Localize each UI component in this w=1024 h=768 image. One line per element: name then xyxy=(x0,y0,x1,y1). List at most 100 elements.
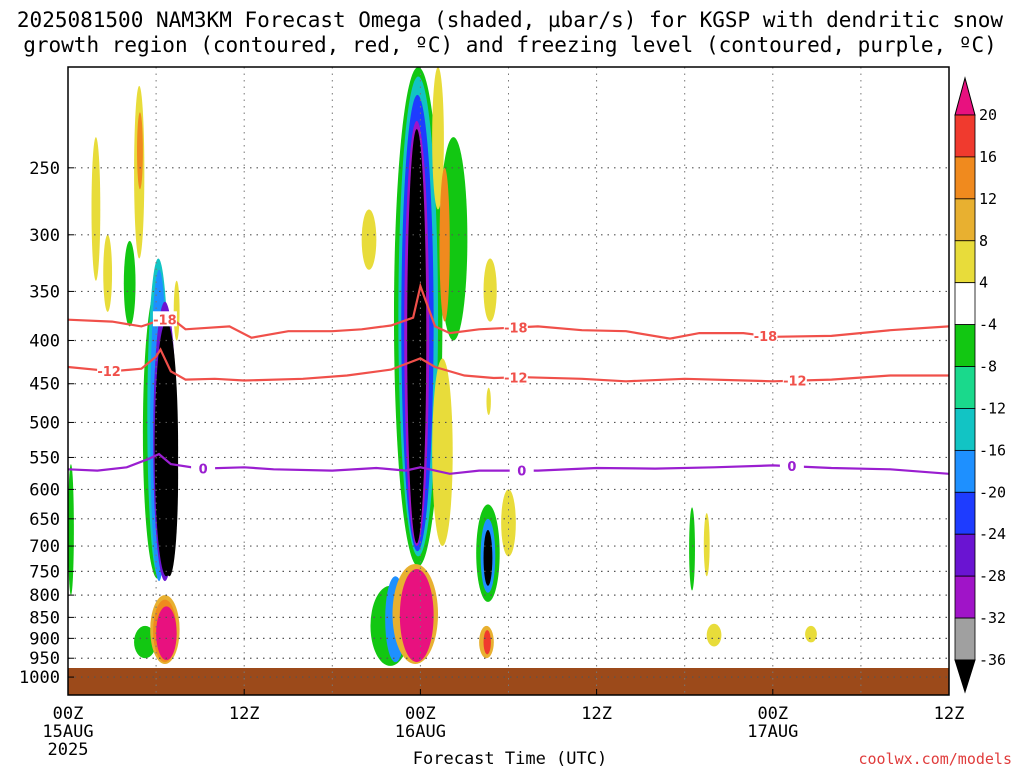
contour-label: 0 xyxy=(517,465,526,480)
omega-cell xyxy=(137,112,143,190)
colorbar-band xyxy=(954,533,976,577)
contour-label-bg xyxy=(152,311,177,327)
colorbar-tick-label: -32 xyxy=(979,609,1006,627)
omega-cell xyxy=(439,167,450,322)
colorbar-band xyxy=(954,240,976,284)
x-tick-label: 00Z xyxy=(53,704,84,724)
contour-label: 0 xyxy=(787,460,796,475)
omega-cell xyxy=(156,606,177,661)
colorbar-tick-label: -24 xyxy=(979,525,1006,543)
x-tick-label: 12Z xyxy=(934,704,965,724)
colorbar-tick-label: 8 xyxy=(979,232,988,250)
omega-cell xyxy=(361,209,377,270)
colorbar-band xyxy=(954,156,976,200)
y-tick-label: 950 xyxy=(29,649,60,669)
colorbar-band xyxy=(954,617,976,661)
contour-label-bg xyxy=(782,372,807,388)
omega-shading xyxy=(68,67,817,666)
colorbar-tick-label: 20 xyxy=(979,106,997,124)
y-tick-label: 800 xyxy=(29,586,60,606)
colorbar-band xyxy=(954,491,976,535)
omega-cell xyxy=(91,137,101,281)
y-axis: 2503003504004505005506006507007508008509… xyxy=(19,159,74,688)
colorbar-band xyxy=(954,449,976,493)
x-tick-label: 00Z xyxy=(405,704,436,724)
contour-label-bg xyxy=(779,458,804,474)
credit-link[interactable]: coolwx.com/models xyxy=(858,750,1012,768)
colorbar-band xyxy=(954,366,976,409)
plot-frame xyxy=(67,66,950,696)
y-tick-label: 550 xyxy=(29,448,60,468)
omega-cell xyxy=(68,464,74,596)
x-tick-date: 17AUG xyxy=(747,722,798,742)
x-tick-label: 12Z xyxy=(581,704,612,724)
contour-label-bg xyxy=(503,319,528,335)
omega-cell xyxy=(399,568,434,663)
omega-cell xyxy=(486,387,491,416)
colorbar-tick-label: -12 xyxy=(979,399,1006,417)
y-tick-label: 300 xyxy=(29,226,60,246)
contour-label-bg xyxy=(503,369,528,385)
y-tick-label: 600 xyxy=(29,480,60,500)
colorbar-tick-label: -20 xyxy=(979,483,1006,501)
omega-cell xyxy=(483,630,491,655)
y-tick-label: 450 xyxy=(29,375,60,395)
contour-label: 0 xyxy=(199,463,208,478)
contour-lines: -18 -18 -18 -12 -12 -12 0 0 0 xyxy=(68,282,949,480)
colorbar-tick-label: -8 xyxy=(979,358,997,376)
y-tick-label: 350 xyxy=(29,282,60,302)
x-tick-date: 16AUG xyxy=(395,722,446,742)
colorbar-band xyxy=(954,575,976,619)
colorbar-band xyxy=(954,408,976,451)
contour-dgz-minus12 xyxy=(68,347,949,383)
colorbar-tick-label: -36 xyxy=(979,651,1006,669)
y-tick-label: 400 xyxy=(29,331,60,351)
omega-cell xyxy=(173,280,180,341)
contour-freezing-level xyxy=(68,452,949,475)
colorbar-bottom-arrow xyxy=(954,659,976,694)
omega-cell xyxy=(103,234,113,312)
colorbar-band xyxy=(954,114,976,158)
y-tick-label: 750 xyxy=(29,562,60,582)
x-tick-label: 00Z xyxy=(757,704,788,724)
contour-label: -12 xyxy=(97,365,121,380)
grid-lines xyxy=(68,67,949,695)
colorbar-tick-label: 12 xyxy=(979,190,997,208)
y-tick-label: 700 xyxy=(29,537,60,557)
colorbar-tick-label: -28 xyxy=(979,567,1006,585)
omega-cell xyxy=(432,358,453,547)
colorbar-tick-label: -4 xyxy=(979,316,997,334)
omega-cell xyxy=(407,129,427,544)
omega-cell xyxy=(703,513,710,577)
y-tick-label: 250 xyxy=(29,159,60,179)
contour-label-bg xyxy=(753,327,778,343)
colorbar-band xyxy=(954,282,976,326)
omega-cell xyxy=(432,67,444,210)
chart-title: 2025081500 NAM3KM Forecast Omega (shaded… xyxy=(17,8,1004,32)
colorbar-top-arrow xyxy=(954,76,976,116)
colorbar-tick-label: 16 xyxy=(979,148,997,166)
omega-cell xyxy=(123,240,136,327)
omega-cell xyxy=(805,625,817,643)
chart-subtitle: growth region (contoured, red, ºC) and f… xyxy=(23,33,997,57)
contour-label: -18 xyxy=(754,330,778,345)
contour-label: -18 xyxy=(504,322,528,337)
colorbar-tick-label: 4 xyxy=(979,274,988,292)
contour-label: -12 xyxy=(783,375,807,390)
omega-cell xyxy=(706,623,722,647)
x-tick-date: 15AUG xyxy=(42,722,93,742)
omega-cell xyxy=(483,529,493,586)
contour-label-bg xyxy=(97,363,122,379)
colorbar-tick-label: -16 xyxy=(979,441,1006,459)
y-tick-label: 1000 xyxy=(19,668,60,688)
y-tick-label: 850 xyxy=(29,608,60,628)
contour-label: -18 xyxy=(153,313,177,328)
y-tick-label: 650 xyxy=(29,510,60,530)
y-tick-label: 900 xyxy=(29,629,60,649)
y-tick-label: 500 xyxy=(29,413,60,433)
colorbar: 20 16 12 8 4 -4 -8 -12 -16 -20 -24 -28 -32 -36 xyxy=(954,76,1006,694)
omega-cell xyxy=(689,507,695,591)
colorbar-band xyxy=(954,324,976,367)
